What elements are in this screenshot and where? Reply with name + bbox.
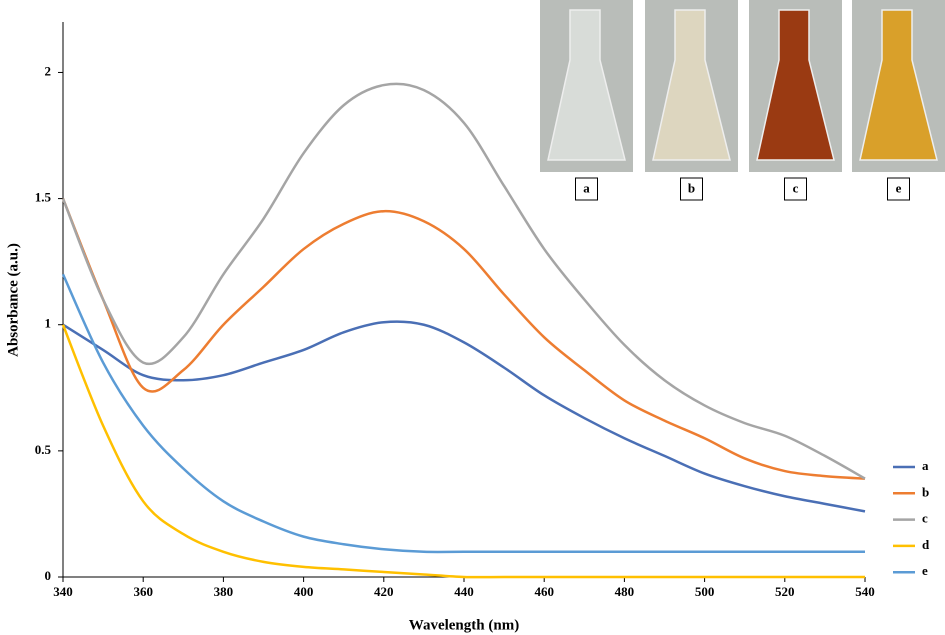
y-tick-label: 0.5 (35, 442, 52, 457)
y-tick-label: 1 (45, 316, 52, 331)
series-line (62, 320, 866, 513)
x-tick-label: 380 (214, 584, 234, 599)
photo-label: e (896, 180, 902, 195)
photo-label-box (680, 177, 703, 201)
photo-flask (547, 9, 626, 161)
legend-label: e (922, 563, 928, 578)
photo-label: a (583, 180, 590, 195)
photo-label-box (887, 177, 910, 201)
x-tick-label: 540 (855, 584, 875, 599)
legend-label: c (922, 511, 928, 526)
x-tick-label: 360 (133, 584, 153, 599)
legend-label: b (922, 484, 929, 499)
x-tick-label: 460 (534, 584, 554, 599)
photo-flask (756, 9, 835, 161)
y-tick-label: 1.5 (35, 190, 52, 205)
photo-label: c (793, 180, 799, 195)
y-tick-label: 0 (45, 568, 52, 583)
series-line (61, 273, 865, 554)
y-axis-label: Absorbance (a.u.) (5, 243, 21, 357)
x-tick-label: 340 (53, 584, 73, 599)
photo-label-box (784, 177, 807, 201)
photo-flask (859, 9, 938, 161)
photo-label-box (575, 177, 598, 201)
x-axis-label: Wavelength (nm) (409, 617, 519, 633)
series-line (61, 82, 866, 480)
x-tick-label: 520 (775, 584, 795, 599)
legend-label: d (922, 537, 930, 552)
x-tick-label: 440 (454, 584, 474, 599)
x-tick-label: 500 (695, 584, 715, 599)
y-tick-label: 2 (45, 63, 52, 78)
photo-flask (652, 9, 731, 161)
series-line (61, 324, 865, 579)
photo-label: b (688, 180, 695, 195)
x-tick-label: 480 (615, 584, 635, 599)
series-line (61, 198, 866, 480)
x-tick-label: 420 (374, 584, 394, 599)
legend-label: a (922, 458, 929, 473)
x-tick-label: 400 (294, 584, 314, 599)
